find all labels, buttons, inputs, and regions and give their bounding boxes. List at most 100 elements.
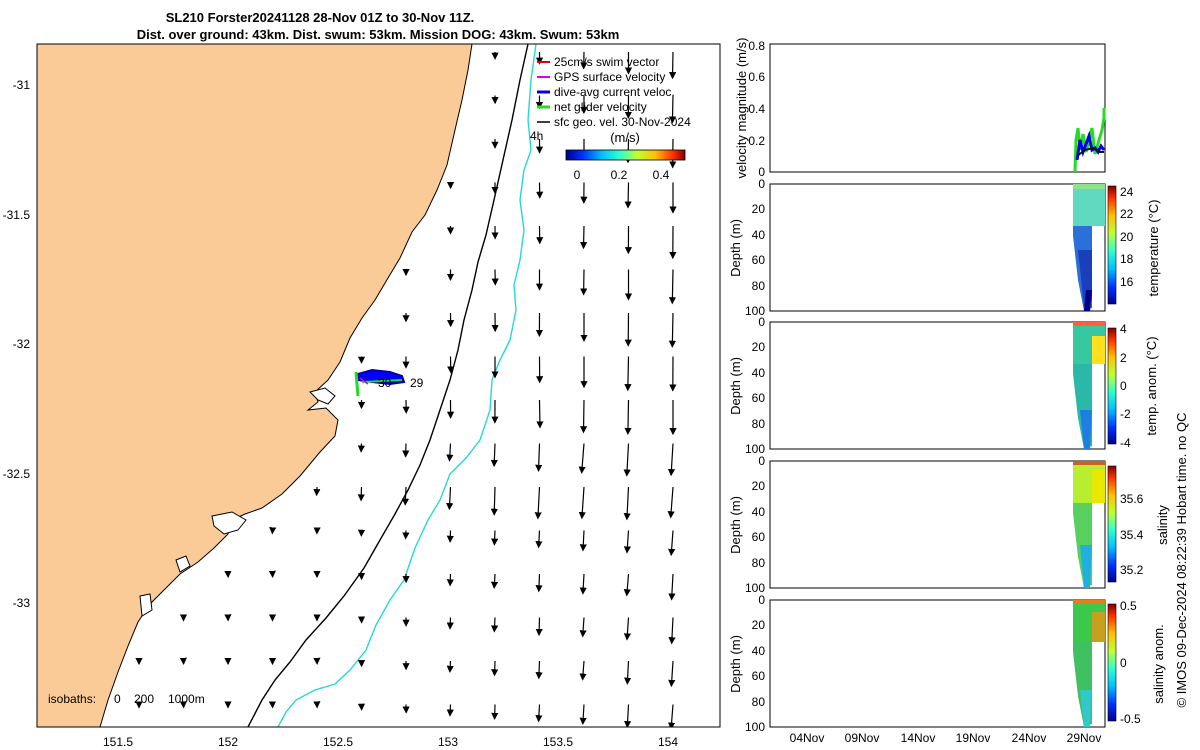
velocity-vector [578, 486, 586, 520]
velocity-vector [579, 399, 588, 434]
map-ytick: -31 [13, 78, 31, 92]
velocity-vector [667, 704, 676, 727]
map-ytick: -33 [13, 596, 31, 610]
velocity-vector [446, 443, 454, 462]
map-xtick: 153.5 [543, 735, 573, 749]
depth-tick: 100 [745, 304, 765, 318]
salinity-ylabel: Depth (m) [728, 496, 743, 554]
velocity-vector [623, 617, 632, 641]
colorbar-tick-0: 0 [574, 168, 581, 182]
isobath-1000m [247, 44, 529, 727]
depth-tick: 60 [752, 530, 766, 544]
depth-tick: 0 [758, 315, 765, 329]
velocity-ylabel: velocity magnitude (m/s) [734, 38, 749, 179]
depth-tick: 100 [745, 442, 765, 456]
salinity-axes [769, 460, 1106, 589]
velocity-vector [401, 486, 410, 506]
velocity-vector [446, 704, 454, 717]
map-xtick: 152.5 [323, 735, 353, 749]
isobath-key-label: isobaths: [48, 692, 96, 706]
temp-anomaly-cbtick: -4 [1120, 436, 1131, 450]
velocity-vector [579, 573, 587, 595]
temperature-colorbar [1107, 185, 1117, 305]
isobath-key-1000: 1000m [168, 692, 205, 706]
velocity-vector [491, 617, 499, 633]
temp-anomaly-panel: Depth (m) 0 20 40 60 80 100 4 2 0 -2 -4 … [728, 315, 1159, 456]
temperature-cbtick: 16 [1120, 275, 1134, 289]
velocity-vector [579, 704, 587, 725]
salinity-cblabel: salinity [1155, 505, 1170, 545]
depth-tick: 20 [752, 202, 766, 216]
velocity-vector [624, 399, 632, 435]
salinity-anomaly-panel: Depth (m) 0 20 40 60 80 100 0.5 0 -0.5 s… [728, 593, 1166, 734]
time-tick: 19Nov [956, 731, 991, 745]
velocity-vector [668, 269, 677, 305]
velocity-vector [624, 182, 632, 209]
velocity-vector [578, 443, 586, 474]
velocity-vector [668, 312, 677, 348]
depth-tick: 40 [752, 505, 766, 519]
salinity-anomaly-yticks: 0 20 40 60 80 100 [745, 593, 765, 734]
velocity-vector [579, 617, 587, 638]
temperature-cblabel: temperature (°C) [1146, 200, 1161, 297]
velocity-vector [669, 51, 677, 80]
depth-tick: 100 [745, 581, 765, 595]
velocity-vector [446, 617, 454, 630]
depth-tick: 40 [752, 228, 766, 242]
temp-anomaly-colorbar [1107, 327, 1117, 445]
velocity-vector [580, 225, 588, 250]
time-tick: 04Nov [790, 731, 825, 745]
velocity-vector [579, 530, 587, 552]
temp-anomaly-ylabel: Depth (m) [728, 357, 743, 415]
velocity-vector [491, 530, 499, 546]
colorbar-label: (m/s) [610, 130, 640, 145]
depth-tick: 80 [752, 556, 766, 570]
legend-item-gps: GPS surface velocity [554, 70, 665, 84]
legend-item-geo: sfc geo. vel. 30-Nov-2024 [554, 115, 691, 129]
temp-anomaly-cblabel: temp. anom. (°C) [1144, 336, 1159, 435]
map-legend: 25cm/s swim vector GPS surface velocity … [530, 55, 691, 143]
velocity-vector [490, 573, 499, 589]
time-tick: 29Nov [1067, 731, 1102, 745]
velocity-vector [535, 530, 543, 549]
temperature-section [1073, 184, 1105, 311]
salinity-anomaly-axes [769, 599, 1106, 728]
velocity-vector [624, 356, 632, 392]
temperature-cbtick: 22 [1120, 207, 1134, 221]
depth-tick: 0 [758, 454, 765, 468]
depth-tick: 0 [758, 593, 765, 607]
depth-tick: 0 [758, 177, 765, 191]
temp-anomaly-cbtick: 0 [1120, 379, 1127, 393]
map-xtick: 154 [658, 735, 678, 749]
velocity-ytick: 0.6 [748, 70, 765, 84]
velocity-vector [668, 95, 677, 124]
velocity-axes [769, 43, 1106, 173]
depth-tick: 40 [752, 644, 766, 658]
salinity-anomaly-colorbar [1107, 603, 1117, 722]
map-x-axis: 151.5 152 152.5 153 153.5 154 [103, 735, 678, 749]
temp-anomaly-cbtick: 4 [1120, 322, 1127, 336]
temp-anomaly-cbtick: 2 [1120, 351, 1127, 365]
velocity-vector [535, 573, 543, 593]
isobath-key-0: 0 [114, 692, 121, 706]
temperature-yticks: 0 20 40 60 80 100 [745, 177, 765, 318]
map-title: SL210 Forster20241128 28-Nov 01Z to 30-N… [166, 10, 475, 25]
salinity-anomaly-section [1073, 600, 1105, 727]
salinity-anomaly-cbtick: -0.5 [1120, 712, 1141, 726]
velocity-ytick: 0 [758, 165, 765, 179]
salinity-anomaly-ylabel: Depth (m) [728, 635, 743, 693]
salinity-anomaly-cbtick: 0 [1120, 656, 1127, 670]
velocity-vector [535, 617, 543, 637]
isobath-200m [277, 44, 537, 727]
depth-tick: 60 [752, 669, 766, 683]
surface-velocity-vectors [135, 51, 677, 727]
temperature-cbtick: 20 [1120, 230, 1134, 244]
depth-tick: 60 [752, 391, 766, 405]
depth-tick: 40 [752, 366, 766, 380]
salinity-panel: Depth (m) 0 20 40 60 80 100 35.6 35.4 35… [728, 454, 1170, 595]
time-tick: 24Nov [1012, 731, 1047, 745]
map-xtick: 153 [438, 735, 458, 749]
legend-item-swim: 25cm/s swim vector [554, 55, 659, 69]
velocity-panel: velocity magnitude (m/s) 0 0.2 0.4 0.6 0… [734, 38, 1106, 179]
